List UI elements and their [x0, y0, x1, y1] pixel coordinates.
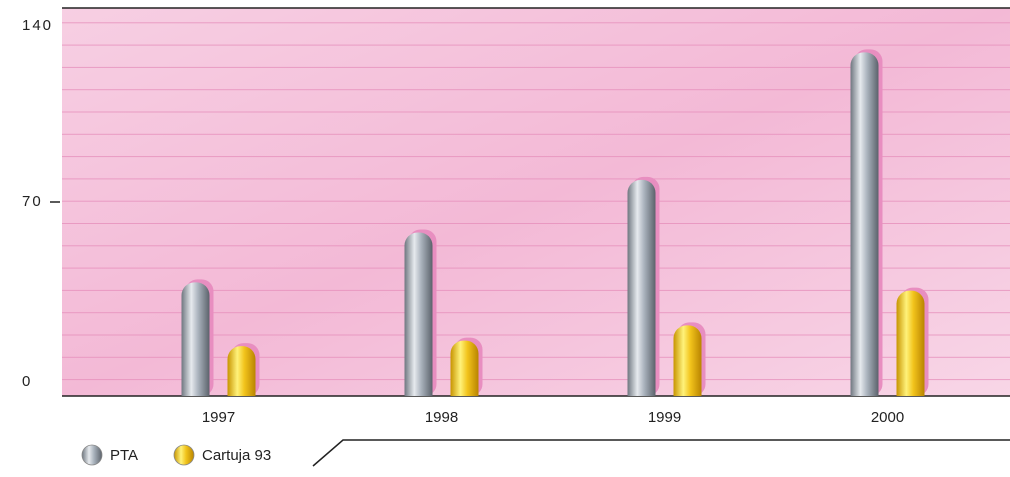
legend-label: Cartuja 93	[202, 447, 271, 464]
bar-base	[673, 383, 702, 396]
bar-base	[450, 383, 479, 396]
bar-base	[404, 383, 433, 396]
bar	[850, 52, 879, 396]
bar-base	[850, 383, 879, 396]
bar-base	[227, 383, 256, 396]
bar	[450, 340, 479, 396]
bar	[673, 325, 702, 396]
bar-base	[896, 383, 925, 396]
bar	[181, 282, 210, 396]
legend-label: PTA	[110, 447, 138, 464]
bar	[627, 179, 656, 396]
legend-swatch	[173, 444, 195, 466]
bar	[896, 290, 925, 396]
y-tick-label: 70	[22, 193, 43, 210]
x-tick-label: 1998	[425, 409, 458, 426]
y-tick-label: 140	[22, 17, 53, 34]
bar-base	[181, 383, 210, 396]
footer-line	[312, 439, 1010, 467]
bar	[404, 232, 433, 396]
legend-swatch	[81, 444, 103, 466]
y-tick-label: 0	[22, 373, 32, 390]
bar-base	[627, 383, 656, 396]
x-tick-label: 1999	[648, 409, 681, 426]
x-tick-label: 2000	[871, 409, 904, 426]
x-tick-label: 1997	[202, 409, 235, 426]
